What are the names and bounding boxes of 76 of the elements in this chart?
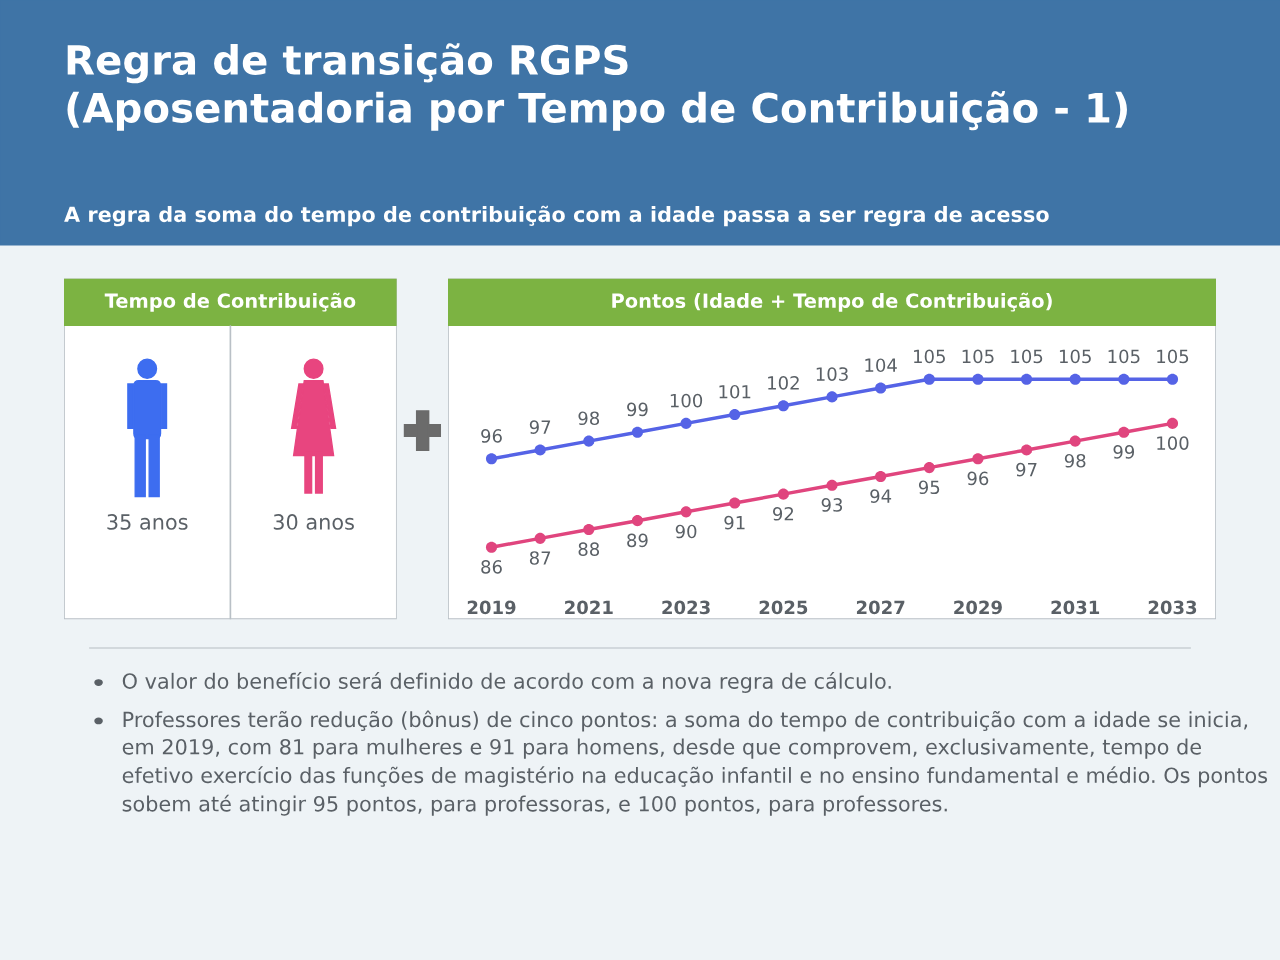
point: [534, 444, 546, 456]
data-label: 105: [914, 349, 945, 364]
point: [826, 391, 838, 403]
data-label: 94: [870, 489, 892, 503]
text: Tempo de Contribuição: [104, 292, 356, 312]
point: [777, 400, 789, 412]
point: [1021, 373, 1033, 385]
point: [875, 382, 887, 394]
data-label: 99: [1113, 445, 1135, 459]
point: [729, 409, 741, 421]
data-label: 96: [967, 471, 989, 486]
point: [534, 532, 546, 544]
data-label: 95: [918, 480, 940, 495]
data-label: 93: [821, 498, 843, 512]
data-label: 86: [481, 560, 502, 574]
data-label: 87: [529, 551, 551, 565]
x-tick-label: 2019: [467, 600, 516, 615]
data-label: 90: [675, 524, 697, 539]
point: [729, 497, 741, 509]
data-label: 92: [773, 506, 794, 521]
x-tick-label: 2021: [565, 600, 613, 615]
data-label: 98: [578, 411, 600, 426]
text: A regra da soma do tempo de contribuição com a idade passa a ser regra de acesso: [64, 205, 1049, 227]
x-tick-label: 2025: [759, 600, 808, 615]
data-label: 97: [1016, 462, 1037, 477]
data-label: 105: [1108, 349, 1140, 364]
data-label: 99: [627, 402, 648, 417]
point: [1021, 444, 1033, 456]
x-tick-label: 2031: [1051, 600, 1100, 615]
point: [1069, 435, 1081, 447]
data-label: 98: [1064, 453, 1086, 468]
point: [875, 470, 887, 483]
data-label: 102: [768, 376, 799, 390]
point: [680, 506, 692, 518]
data-label: 91: [724, 515, 745, 530]
point: [631, 515, 643, 527]
point: [1118, 373, 1130, 385]
data-label: 97: [529, 420, 551, 434]
data-label: 88: [578, 542, 600, 556]
data-label: 101: [719, 384, 751, 399]
data-label: 105: [1059, 349, 1091, 364]
point: [972, 453, 984, 465]
point: [1166, 417, 1179, 429]
data-label: 96: [481, 429, 502, 443]
point: [485, 453, 498, 465]
point: [972, 373, 984, 385]
point: [923, 373, 935, 385]
data-label: 100: [1157, 436, 1189, 450]
point: [826, 479, 838, 491]
text: O valor do benefício será definido de acordo com a nova regra de cálculo.: [122, 672, 891, 693]
point: [631, 426, 643, 438]
data-label: 89: [627, 533, 648, 548]
data-label: 105: [1157, 349, 1189, 364]
point: [485, 541, 498, 553]
chart-title: Pontos (Idade + Tempo de Contribuição): [612, 292, 1052, 312]
data-label: 105: [962, 349, 994, 364]
text: 35 anos: [107, 514, 188, 530]
x-tick-label: 2029: [954, 600, 1002, 615]
point: [923, 462, 935, 474]
text: Professores terão redução (bônus) de cinco pontos: a soma do tempo de contribuição com a idade se inicia, em 2019, com 81 para mulheres e 91 para homens, desde que comprovem, exclusivamente, tempo de efetivo exercício das funções de magistério na educação infantil e no ensino fundamental e médio. Os pontos sobem até atingir 95 pontos, para professoras, e 100 pontos, para professores.: [122, 710, 1268, 816]
text: 30 anos: [273, 514, 354, 530]
point: [1069, 373, 1081, 385]
point: [1166, 373, 1179, 385]
text: Regra de transição RGPS (Aposentadoria por Tempo de Contribuição - 1): [67, 43, 1127, 131]
data-label: 100: [670, 393, 703, 408]
point: [583, 435, 595, 447]
data-label: 105: [1011, 349, 1043, 364]
x-tick-label: 2027: [856, 600, 905, 615]
data-label: 104: [865, 358, 897, 373]
point: [583, 523, 595, 536]
data-label: 103: [816, 367, 848, 381]
point: [1118, 426, 1130, 438]
x-tick-label: 2033: [1148, 600, 1197, 615]
point: [680, 417, 692, 429]
x-tick-label: 2023: [662, 600, 710, 615]
point: [777, 488, 789, 500]
